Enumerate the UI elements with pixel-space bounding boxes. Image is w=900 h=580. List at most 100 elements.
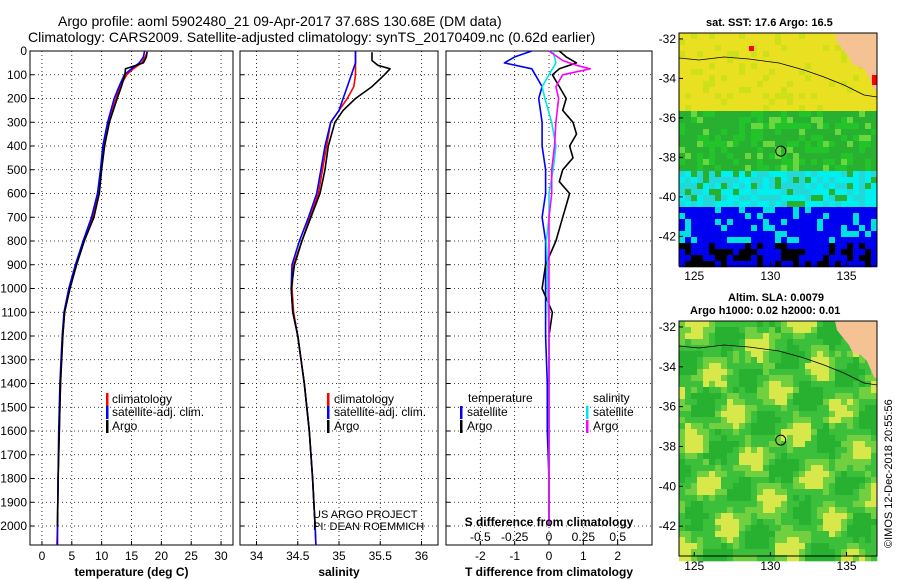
map-cell bbox=[823, 477, 830, 484]
map-cell bbox=[859, 447, 866, 454]
map-cell bbox=[739, 207, 746, 214]
map-cell bbox=[865, 435, 872, 442]
map-cell bbox=[691, 531, 698, 538]
map-cell bbox=[775, 423, 782, 430]
y-tick-label: 1600 bbox=[0, 424, 27, 438]
map-cell bbox=[697, 321, 704, 328]
map-cell bbox=[835, 333, 842, 340]
map-cell bbox=[715, 81, 722, 88]
map-cell bbox=[727, 93, 734, 100]
map-cell bbox=[799, 471, 806, 478]
map-cell bbox=[793, 555, 800, 562]
map-cell bbox=[793, 111, 800, 118]
map-cell bbox=[793, 435, 800, 442]
map-cell bbox=[727, 333, 734, 340]
map-cell bbox=[817, 141, 824, 148]
map-cell bbox=[751, 147, 758, 154]
map-cell bbox=[775, 399, 782, 406]
map-cell bbox=[679, 423, 686, 430]
map-cell bbox=[691, 489, 698, 496]
map-cell bbox=[775, 153, 782, 160]
map-cell bbox=[799, 405, 806, 412]
map-cell bbox=[733, 249, 740, 256]
map-cell bbox=[799, 345, 806, 352]
map-cell bbox=[871, 231, 878, 238]
map-cell bbox=[757, 327, 764, 334]
map-cell bbox=[727, 225, 734, 232]
map-cell bbox=[793, 495, 800, 502]
map-cell bbox=[823, 549, 830, 556]
map-cell bbox=[817, 405, 824, 412]
map-cell bbox=[847, 513, 854, 520]
map-cell bbox=[679, 465, 686, 472]
map-cell bbox=[871, 171, 878, 178]
map-cell bbox=[829, 387, 836, 394]
x-tick-label: 36 bbox=[415, 549, 429, 563]
map-cell bbox=[847, 153, 854, 160]
map-cell bbox=[685, 519, 692, 526]
map-cell bbox=[799, 45, 806, 52]
map-cell bbox=[685, 69, 692, 76]
map-cell bbox=[853, 243, 860, 250]
map-cell bbox=[691, 375, 698, 382]
map-cell bbox=[799, 171, 806, 178]
map-cell bbox=[685, 351, 692, 358]
map-cell bbox=[847, 243, 854, 250]
map-cell bbox=[703, 351, 710, 358]
map-cell bbox=[679, 195, 686, 202]
map-cell bbox=[787, 501, 794, 508]
map-cell bbox=[793, 513, 800, 520]
map-cell bbox=[721, 33, 728, 40]
map-cell bbox=[715, 489, 722, 496]
map-cell bbox=[727, 243, 734, 250]
map-cell bbox=[793, 177, 800, 184]
map-cell bbox=[829, 351, 836, 358]
x-tick-label: 35 bbox=[332, 549, 346, 563]
map-cell bbox=[793, 237, 800, 244]
map-cell bbox=[691, 339, 698, 346]
map-cell bbox=[871, 423, 878, 430]
map-cell bbox=[715, 75, 722, 82]
map-cell bbox=[847, 381, 854, 388]
map-cell bbox=[757, 519, 764, 526]
legend-label-argo: Argo bbox=[467, 419, 493, 433]
map-cell bbox=[853, 465, 860, 472]
map-cell bbox=[811, 483, 818, 490]
map-cell bbox=[727, 123, 734, 130]
map-cell bbox=[763, 459, 770, 466]
map-cell bbox=[763, 147, 770, 154]
map-cell bbox=[703, 237, 710, 244]
map-cell bbox=[763, 93, 770, 100]
map-cell bbox=[829, 123, 836, 130]
map-cell bbox=[691, 369, 698, 376]
map-cell bbox=[817, 159, 824, 166]
map-cell bbox=[775, 189, 782, 196]
map-cell bbox=[865, 237, 872, 244]
map-cell bbox=[757, 363, 764, 370]
map-cell bbox=[733, 507, 740, 514]
map-cell bbox=[709, 231, 716, 238]
map-cell bbox=[769, 231, 776, 238]
map-cell bbox=[841, 255, 848, 262]
map-cell bbox=[817, 525, 824, 532]
map-cell bbox=[781, 489, 788, 496]
map-cell bbox=[697, 393, 704, 400]
map-cell bbox=[697, 537, 704, 544]
sst-map: 125 130 135-32-34-36-38-40-42 bbox=[659, 32, 878, 283]
map-y-tick-label: -34 bbox=[659, 71, 677, 85]
map-cell bbox=[811, 429, 818, 436]
map-cell bbox=[829, 57, 836, 64]
map-cell bbox=[685, 219, 692, 226]
map-cell bbox=[679, 381, 686, 388]
map-cell bbox=[757, 339, 764, 346]
map-cell bbox=[715, 543, 722, 550]
map-cell bbox=[823, 495, 830, 502]
map-cell bbox=[715, 507, 722, 514]
map-cell bbox=[799, 225, 806, 232]
map-cell bbox=[805, 375, 812, 382]
map-cell bbox=[829, 405, 836, 412]
map-cell bbox=[811, 195, 818, 202]
map-cell bbox=[871, 381, 878, 388]
map-cell bbox=[799, 435, 806, 442]
map-cell bbox=[757, 225, 764, 232]
